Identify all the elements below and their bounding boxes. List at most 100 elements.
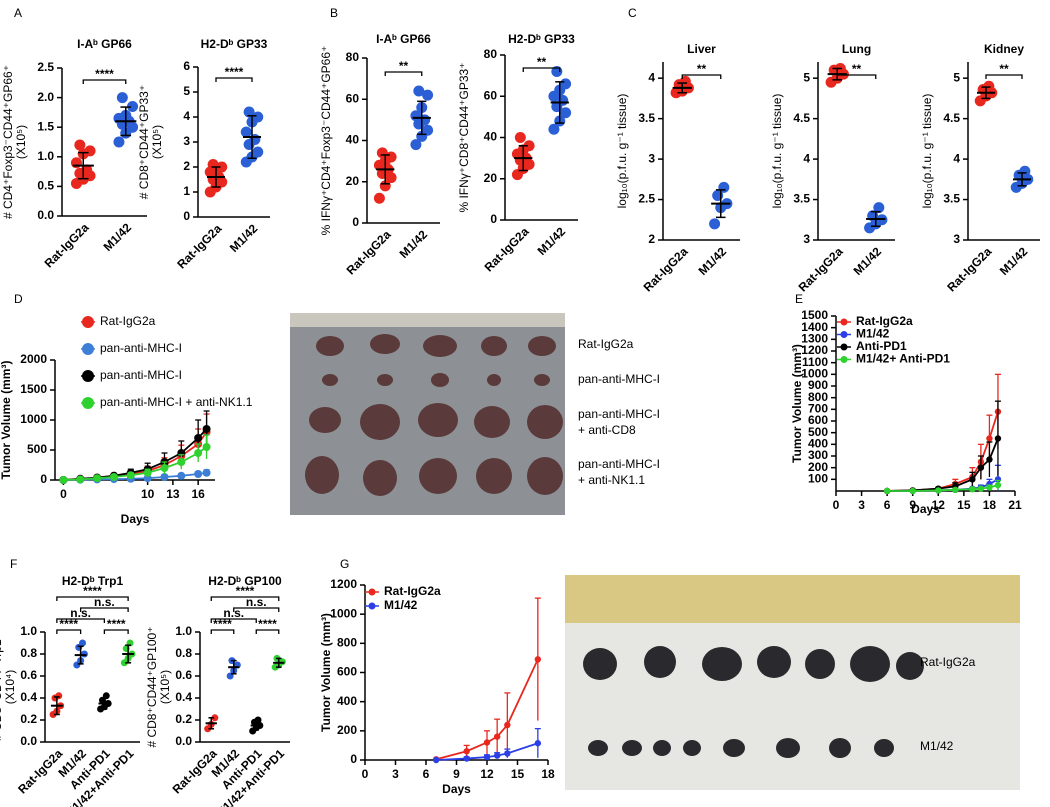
data-point [143, 468, 152, 477]
y-tick-label: 2 [183, 159, 190, 173]
x-tick-label: 18 [983, 498, 997, 512]
y-axis-label: % IFNγ⁺CD8⁺CD44⁺GP33⁺ [457, 62, 471, 212]
y-tick-label: 2.5 [37, 60, 54, 74]
data-point [493, 733, 501, 740]
y-axis-label: # CD8⁺CD44⁺GP33⁺ [137, 85, 151, 199]
data-point [80, 650, 88, 658]
x-tick-label: 0 [60, 487, 67, 501]
x-tick-label: 12 [480, 767, 494, 781]
significance-bracket [82, 79, 127, 84]
data-point [679, 75, 691, 87]
data-point [463, 755, 470, 762]
y-tick-label: 40 [346, 133, 360, 147]
y-axis-label: # CD4⁺Foxp3⁻CD44⁺GP66⁺ [1, 65, 15, 219]
y-tick-label: 0.2 [20, 712, 37, 726]
x-tick-label: 9 [909, 498, 916, 512]
data-point [493, 752, 501, 759]
data-point [202, 443, 211, 451]
x-tick-label: Rat-IgG2a [174, 221, 224, 271]
data-point [463, 748, 470, 755]
series-line [435, 658, 539, 761]
chart-title: I-Aᵇ GP66 [77, 37, 132, 51]
x-tick-label: 6 [884, 498, 891, 512]
y-tick-label: 6 [183, 59, 190, 73]
significance-bracket [56, 629, 82, 634]
y-tick-label: 5 [803, 70, 810, 84]
x-tick-label: 15 [957, 498, 971, 512]
panel-letter: A [14, 6, 22, 20]
y-tick-label: 100 [808, 472, 828, 486]
y-tick-label: 1400 [801, 320, 828, 334]
x-tick-label: Rat-IgG2a [42, 220, 92, 270]
photo-ruler [290, 313, 565, 327]
legend-label: Rat-IgG2a [856, 314, 913, 328]
x-tick-label: Rat-IgG2a [344, 227, 394, 277]
data-point [977, 464, 985, 471]
x-tick-label: 10 [141, 487, 155, 501]
data-point [969, 486, 976, 493]
photo-label: Rat-IgG2a [920, 655, 976, 669]
tumors [583, 646, 924, 758]
y-tick-label: 60 [346, 91, 360, 105]
x-tick-label: M1/42 [696, 244, 730, 278]
data-point [202, 468, 211, 477]
y-tick-label: 1 [183, 184, 190, 198]
y-tick-label: 800 [337, 636, 357, 650]
x-tick-label: 18 [541, 767, 555, 781]
data-point [422, 124, 434, 136]
legend-marker [840, 331, 848, 338]
y-tick-label: 0 [40, 472, 47, 486]
y-tick-label: 0.8 [175, 646, 192, 660]
x-axis-label: Days [442, 782, 471, 796]
significance-label: n.s. [246, 595, 267, 609]
y-tick-label: 3.5 [943, 192, 960, 206]
data-point [79, 639, 87, 647]
data-point [194, 434, 203, 442]
series-line [63, 446, 208, 481]
x-tick-label: M1/42 [535, 224, 569, 258]
data-point [84, 145, 96, 157]
data-point [376, 147, 388, 159]
significance-label: n.s. [70, 606, 91, 620]
photo-label: M1/42 [920, 739, 954, 753]
x-tick-label: M1/42 [397, 227, 431, 261]
y-tick-label: 0.4 [175, 690, 192, 704]
data-point [385, 172, 397, 184]
y-tick-label: 0 [350, 752, 357, 766]
significance-bracket [210, 596, 280, 601]
significance-bracket [210, 618, 257, 623]
significance-label: ** [999, 62, 1009, 76]
x-tick-label: Rat-IgG2a [482, 224, 532, 274]
data-point [373, 192, 385, 204]
data-point [969, 476, 976, 483]
y-tick-label: 3 [803, 232, 810, 246]
y-tick-label: 5 [183, 84, 190, 98]
photo-label: + anti-CD8 [578, 423, 636, 437]
significance-bracket [56, 596, 129, 601]
significance-bracket [255, 629, 280, 634]
photo-g [565, 575, 1020, 790]
data-point [243, 106, 255, 118]
y-axis-label: (X10⁵) [14, 125, 28, 159]
y-axis-label: (X10⁵) [150, 125, 164, 159]
legend-marker [840, 318, 848, 326]
y-tick-label: 300 [808, 448, 828, 462]
y-tick-label: 40 [484, 130, 498, 144]
y-tick-label: 600 [808, 413, 828, 427]
data-point [422, 89, 434, 101]
legend-label: pan-anti-MHC-I + anti-NK1.1 [100, 395, 253, 409]
y-tick-label: 2.0 [37, 90, 54, 104]
x-tick-label: 15 [511, 767, 525, 781]
photo-ruler [565, 575, 1020, 623]
y-tick-label: 0 [183, 209, 190, 223]
y-tick-label: 1000 [20, 412, 47, 426]
x-tick-label: 3 [392, 767, 399, 781]
data-point [909, 487, 916, 495]
legend-marker [82, 397, 94, 409]
significance-label: ** [537, 55, 547, 69]
y-tick-label: 600 [337, 665, 357, 679]
significance-label: **** [83, 584, 102, 598]
significance-bracket [210, 629, 235, 634]
x-axis-label: Days [911, 502, 940, 516]
data-point [883, 487, 891, 495]
